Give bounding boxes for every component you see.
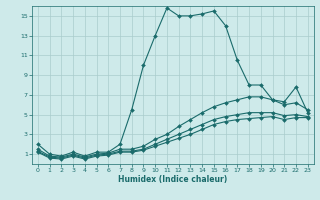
X-axis label: Humidex (Indice chaleur): Humidex (Indice chaleur) [118,175,228,184]
